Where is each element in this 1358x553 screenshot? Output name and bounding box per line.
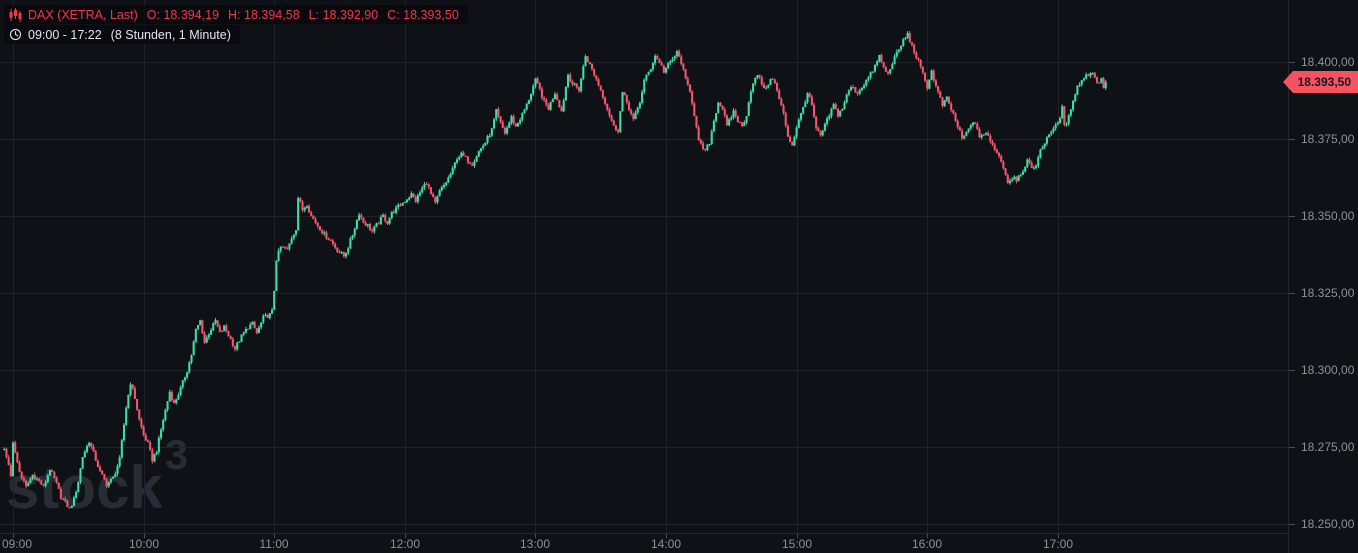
symbol-name: DAX (XETRA, Last) bbox=[28, 7, 138, 22]
time-tick-label: 16:00 bbox=[911, 537, 943, 551]
time-tick-label: 09:00 bbox=[2, 537, 33, 551]
time-tick-label: 15:00 bbox=[781, 537, 813, 551]
price-tick-mark bbox=[1289, 447, 1295, 448]
time-tick-label: 14:00 bbox=[650, 537, 682, 551]
last-price-label: 18.393,50 bbox=[1297, 75, 1351, 89]
candlestick-icon bbox=[9, 7, 22, 22]
time-tick-mark bbox=[13, 534, 14, 538]
price-tick-mark bbox=[1289, 524, 1295, 525]
price-tick-mark bbox=[1289, 216, 1295, 217]
price-tick-mark bbox=[1289, 62, 1295, 63]
watermark-text: stock bbox=[6, 454, 163, 521]
session-detail: (8 Stunden, 1 Minute) bbox=[110, 27, 231, 42]
chart-canvas[interactable]: stock3 DAX (XETRA, Last) O: 18.394,19 H: … bbox=[0, 0, 1288, 533]
time-tick-label: 12:00 bbox=[389, 537, 421, 551]
time-tick-label: 11:00 bbox=[259, 537, 289, 551]
time-tick-label: 13:00 bbox=[519, 537, 551, 551]
time-tick-mark bbox=[666, 534, 667, 538]
price-tick-label: 18.325,00 bbox=[1301, 286, 1355, 300]
symbol-legend-row[interactable]: DAX (XETRA, Last) O: 18.394,19 H: 18.394,… bbox=[4, 5, 468, 24]
time-tick-mark bbox=[535, 534, 536, 538]
time-tick-mark bbox=[405, 534, 406, 538]
price-axis[interactable]: 18.393,50 18.400,00 18.375,00 18.350,00 18.… bbox=[1283, 0, 1358, 553]
price-tick-mark bbox=[1289, 293, 1295, 294]
stock3-watermark: stock3 bbox=[6, 434, 188, 521]
time-axis[interactable]: 09:00 10:00 11:00 12:00 13:00 14:00 15:00 16:00… bbox=[0, 533, 1288, 553]
session-range: 09:00 - 17:22 bbox=[28, 27, 102, 42]
price-tick-label: 18.350,00 bbox=[1301, 209, 1355, 223]
price-tick-label: 18.250,00 bbox=[1301, 517, 1355, 531]
time-tick-mark bbox=[144, 534, 145, 538]
last-price-tag: 18.393,50 bbox=[1283, 71, 1358, 93]
grid-lines bbox=[0, 0, 1288, 533]
price-tick-label: 18.400,00 bbox=[1301, 55, 1355, 69]
time-tick-label: 17:00 bbox=[1042, 537, 1074, 551]
time-tick-label: 10:00 bbox=[128, 537, 160, 551]
chart-legend: DAX (XETRA, Last) O: 18.394,19 H: 18.394,… bbox=[4, 5, 468, 44]
ohlc-close: C: 18.393,50 bbox=[387, 7, 459, 22]
ohlc-high: H: 18.394,58 bbox=[228, 7, 300, 22]
candles-group bbox=[3, 30, 1107, 509]
ohlc-values: O: 18.394,19 H: 18.394,58 L: 18.392,90 C: 1… bbox=[147, 8, 459, 22]
price-tick-label: 18.275,00 bbox=[1301, 440, 1355, 454]
candlestick-chart[interactable] bbox=[0, 0, 1288, 533]
price-tick-mark bbox=[1289, 370, 1295, 371]
clock-icon bbox=[9, 28, 22, 41]
price-tick-label: 18.300,00 bbox=[1301, 363, 1355, 377]
time-tick-mark bbox=[927, 534, 928, 538]
ohlc-open: O: 18.394,19 bbox=[146, 7, 220, 22]
time-tick-mark bbox=[274, 534, 275, 538]
time-tick-mark bbox=[1058, 534, 1059, 538]
ohlc-low: L: 18.392,90 bbox=[308, 7, 379, 22]
session-legend-row: 09:00 - 17:22 (8 Stunden, 1 Minute) bbox=[4, 25, 240, 44]
price-tick-label: 18.375,00 bbox=[1301, 132, 1355, 146]
time-tick-mark bbox=[797, 534, 798, 538]
price-tick-mark bbox=[1289, 139, 1295, 140]
watermark-sup: 3 bbox=[164, 431, 189, 478]
